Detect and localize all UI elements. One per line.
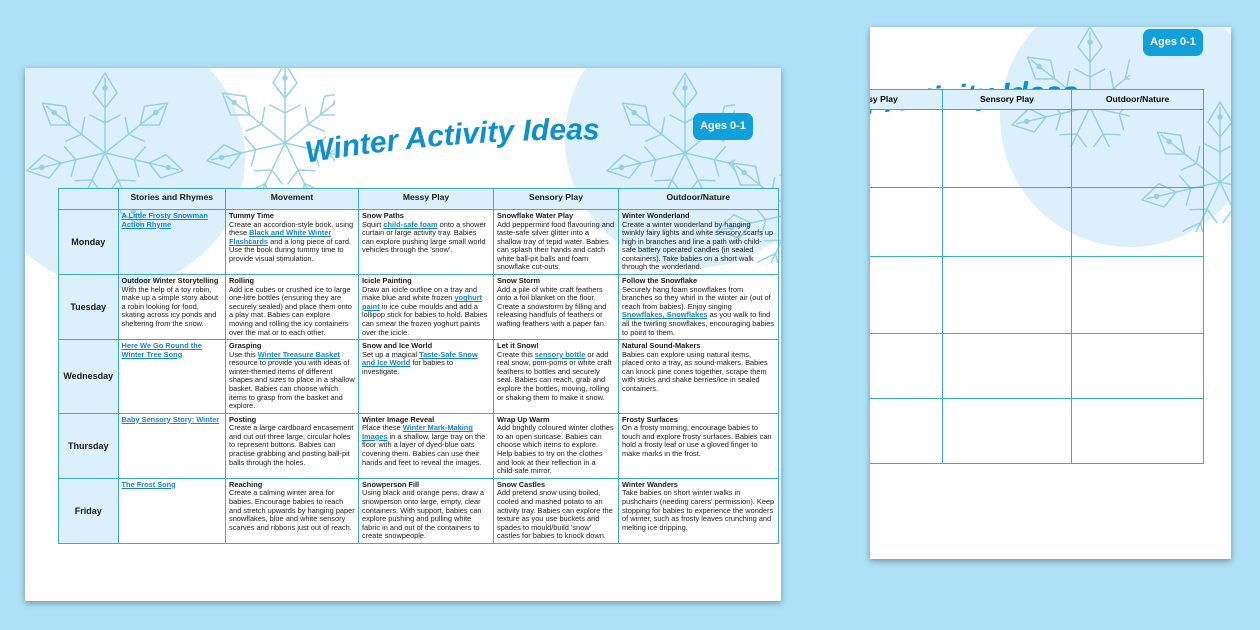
svg-text:Winter Activity Ideas: Winter Activity Ideas [303,113,600,169]
